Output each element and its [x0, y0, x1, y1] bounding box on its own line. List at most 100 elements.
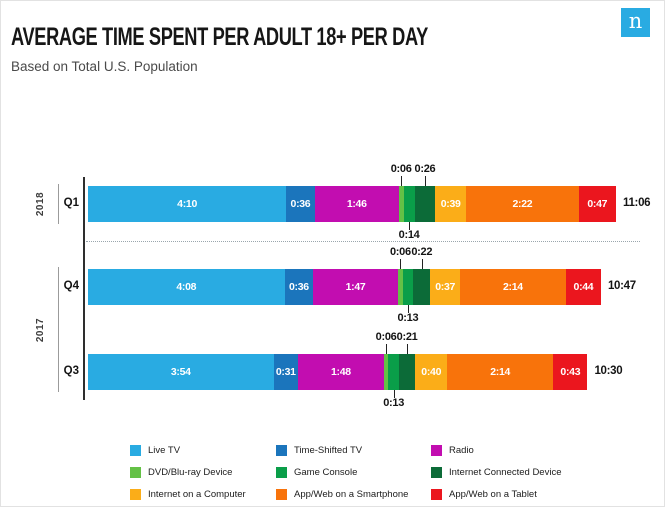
segment-value: 1:48	[330, 366, 351, 378]
bar-segment-dvd-blu-ray-device	[398, 186, 404, 222]
segment-value: 0:44	[573, 281, 594, 293]
bar-segment-internet-connected-device	[398, 354, 416, 390]
bar-segment-internet-on-a-computer: 0:39	[435, 186, 467, 222]
segment-value: 0:47	[587, 198, 608, 210]
bar-segment-app-web-on-a-tablet: 0:44	[566, 269, 601, 305]
segment-value: 4:08	[176, 281, 197, 293]
row-total: 10:30	[594, 365, 623, 377]
bar-row-q4-2017: 4:08 0:36 1:47 0:37 2:14 0:44	[88, 269, 601, 305]
year-label-2018: 2018	[35, 191, 46, 217]
nielsen-logo-letter: n	[628, 8, 643, 33]
row-total: 11:06	[623, 197, 651, 209]
legend-item-game-console: Game Console	[276, 466, 431, 478]
bar-segment-game-console	[403, 186, 415, 222]
bar-segment-game-console	[388, 354, 399, 390]
year-bracket-2018	[58, 184, 59, 224]
bar-segment-radio: 1:46	[314, 186, 399, 222]
callout-tick	[407, 344, 409, 360]
segment-value: 0:40	[421, 366, 442, 378]
bar-segment-live-tv: 4:10	[88, 186, 287, 222]
callout-tick	[386, 344, 388, 360]
bar-row-q1-2018: 4:10 0:36 1:46 0:39 2:22 0:47	[88, 186, 616, 222]
row-total: 10:47	[607, 280, 636, 292]
bar-segment-dvd-blu-ray-device	[397, 269, 403, 305]
segment-value: 0:37	[435, 281, 456, 293]
legend-swatch-app-web-on-a-smartphone	[276, 488, 287, 500]
callout-tick	[393, 384, 395, 398]
segment-value: 1:47	[345, 281, 366, 293]
bar-segment-dvd-blu-ray-device	[383, 354, 389, 390]
axis-line	[83, 177, 85, 400]
callout-tick	[400, 259, 402, 275]
segment-value: 0:43	[560, 366, 581, 378]
bar-segment-live-tv: 4:08	[88, 269, 285, 305]
legend-swatch-radio	[431, 444, 442, 456]
bar-segment-internet-connected-device	[413, 269, 431, 305]
bar-segment-radio: 1:47	[313, 269, 398, 305]
legend-item-internet-on-a-computer: Internet on a Computer	[130, 488, 276, 500]
bar-segment-app-web-on-a-tablet: 0:47	[578, 186, 616, 222]
bar-segment-live-tv: 3:54	[88, 354, 274, 390]
segment-value-callout: 0:13	[397, 312, 419, 324]
segment-value: 0:36	[290, 198, 311, 210]
segment-value: 2:14	[490, 366, 511, 378]
page-subtitle: Based on Total U.S. Population	[11, 59, 198, 74]
legend-label: Internet on a Computer	[148, 488, 246, 500]
segment-value-callout: 0:21	[396, 331, 418, 343]
legend-label: DVD/Blu-ray Device	[148, 466, 233, 478]
bar-segment-time-shifted-tv: 0:36	[284, 269, 314, 305]
row-quarter-label: Q3	[63, 365, 79, 377]
bar-segment-time-shifted-tv: 0:31	[273, 354, 299, 390]
segment-value-callout: 0:06	[390, 163, 412, 175]
year-bracket-2017	[58, 267, 59, 392]
year-label-2017: 2017	[35, 317, 46, 342]
legend-row: Live TV Time-Shifted TV Radio	[130, 439, 561, 461]
segment-value-callout: 0:06	[389, 246, 411, 258]
legend-label: Time-Shifted TV	[294, 444, 363, 456]
bar-segment-radio: 1:48	[298, 354, 384, 390]
bar-segment-app-web-on-a-smartphone: 2:14	[459, 269, 567, 305]
segment-value: 1:46	[346, 198, 367, 210]
legend-swatch-internet-connected-device	[431, 466, 442, 478]
chart-legend: Live TV Time-Shifted TV Radio DVD/Blu-ray D…	[130, 439, 561, 505]
bar-segment-app-web-on-a-smartphone: 2:14	[447, 354, 554, 390]
row-quarter-label: Q1	[63, 197, 79, 209]
row-quarter-label: Q4	[63, 280, 79, 292]
legend-item-app-web-on-a-tablet: App/Web on a Tablet	[431, 488, 537, 500]
year-separator-dotted-line	[86, 241, 640, 242]
legend-swatch-time-shifted-tv	[276, 444, 287, 456]
bar-segment-internet-on-a-computer: 0:40	[415, 354, 448, 390]
callout-tick	[401, 176, 403, 192]
legend-item-live-tv: Live TV	[130, 444, 276, 456]
bar-segment-game-console	[402, 269, 414, 305]
legend-label: Radio	[449, 444, 474, 456]
segment-value-callout: 0:14	[398, 229, 420, 241]
legend-item-radio: Radio	[431, 444, 474, 456]
legend-swatch-app-web-on-a-tablet	[431, 488, 442, 500]
bar-segment-app-web-on-a-tablet: 0:43	[553, 354, 588, 390]
nielsen-logo: n	[621, 8, 650, 37]
bar-segment-time-shifted-tv: 0:36	[286, 186, 315, 222]
legend-row: DVD/Blu-ray Device Game Console Internet C…	[130, 461, 561, 483]
segment-value: 2:22	[512, 198, 533, 210]
page-title: AVERAGE TIME SPENT PER ADULT 18+ PER DAY	[11, 23, 428, 51]
bar-row-q3-2017: 3:54 0:31 1:48 0:40 2:14 0:43	[88, 354, 588, 390]
segment-value-callout: 0:13	[383, 397, 405, 409]
legend-swatch-game-console	[276, 466, 287, 478]
legend-row: Internet on a Computer App/Web on a Smart…	[130, 483, 561, 505]
legend-item-app-web-on-a-smartphone: App/Web on a Smartphone	[276, 488, 431, 500]
legend-label: Internet Connected Device	[449, 466, 562, 478]
legend-label: Game Console	[294, 466, 358, 478]
segment-value: 0:31	[275, 366, 296, 378]
bar-segment-internet-connected-device	[414, 186, 436, 222]
segment-value: 4:10	[177, 198, 197, 210]
callout-tick	[424, 176, 426, 192]
segment-value: 3:54	[170, 366, 191, 378]
legend-label: App/Web on a Smartphone	[294, 488, 409, 500]
legend-item-time-shifted-tv: Time-Shifted TV	[276, 444, 431, 456]
callout-tick	[421, 259, 423, 275]
bar-segment-internet-on-a-computer: 0:37	[430, 269, 460, 305]
legend-swatch-internet-on-a-computer	[130, 488, 141, 500]
